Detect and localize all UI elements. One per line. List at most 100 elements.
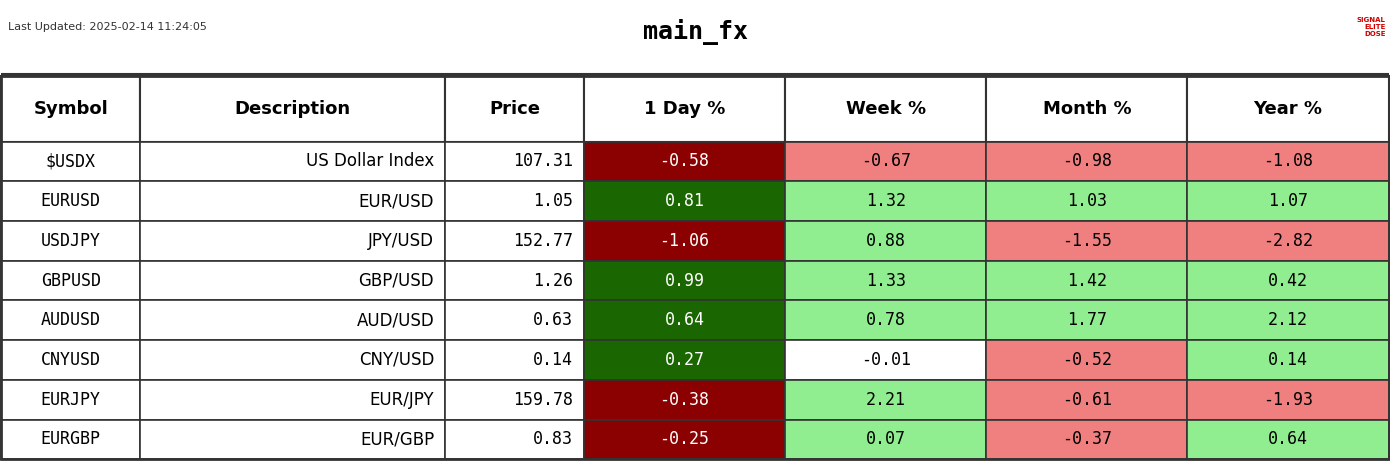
Text: GBP/USD: GBP/USD: [359, 272, 434, 290]
Text: 0.14: 0.14: [532, 351, 573, 369]
Text: Month %: Month %: [1042, 100, 1131, 118]
Text: 0.83: 0.83: [532, 431, 573, 448]
Bar: [785, 141, 987, 181]
Bar: [584, 141, 785, 181]
Text: -1.55: -1.55: [1062, 232, 1112, 250]
Bar: [785, 340, 987, 380]
Text: AUDUSD: AUDUSD: [40, 311, 100, 329]
Bar: [987, 300, 1187, 340]
Bar: [140, 76, 445, 141]
Text: USDJPY: USDJPY: [40, 232, 100, 250]
Text: 0.99: 0.99: [664, 272, 705, 290]
Bar: [1, 221, 140, 261]
Text: -0.98: -0.98: [1062, 152, 1112, 171]
Text: -0.58: -0.58: [660, 152, 710, 171]
Text: 1.03: 1.03: [1068, 192, 1106, 210]
Bar: [584, 340, 785, 380]
Bar: [1, 420, 140, 459]
Bar: [140, 300, 445, 340]
Text: -1.93: -1.93: [1264, 391, 1314, 409]
Text: 1.42: 1.42: [1068, 272, 1106, 290]
Text: EUR/USD: EUR/USD: [359, 192, 434, 210]
Bar: [445, 380, 584, 420]
Text: -0.25: -0.25: [660, 431, 710, 448]
Text: -0.52: -0.52: [1062, 351, 1112, 369]
Bar: [140, 221, 445, 261]
Bar: [140, 261, 445, 300]
Bar: [1187, 380, 1389, 420]
Text: 1 Day %: 1 Day %: [644, 100, 726, 118]
Text: 1.26: 1.26: [532, 272, 573, 290]
Text: 1.77: 1.77: [1068, 311, 1106, 329]
Text: 0.64: 0.64: [664, 311, 705, 329]
Bar: [1, 300, 140, 340]
Bar: [987, 261, 1187, 300]
Text: EUR/JPY: EUR/JPY: [370, 391, 434, 409]
Text: 1.07: 1.07: [1268, 192, 1308, 210]
Bar: [1, 261, 140, 300]
Text: 0.42: 0.42: [1268, 272, 1308, 290]
Text: CNYUSD: CNYUSD: [40, 351, 100, 369]
Text: Symbol: Symbol: [33, 100, 108, 118]
Bar: [1, 76, 1389, 459]
Bar: [987, 380, 1187, 420]
Text: 0.64: 0.64: [1268, 431, 1308, 448]
Text: EURUSD: EURUSD: [40, 192, 100, 210]
Bar: [785, 300, 987, 340]
Bar: [1, 141, 140, 181]
Bar: [987, 76, 1187, 141]
Text: main_fx: main_fx: [642, 19, 748, 45]
Bar: [445, 420, 584, 459]
Bar: [445, 76, 584, 141]
Text: SIGNAL
ELITE
DOSE: SIGNAL ELITE DOSE: [1357, 17, 1386, 37]
Bar: [1187, 300, 1389, 340]
Bar: [584, 420, 785, 459]
Bar: [1187, 420, 1389, 459]
Bar: [140, 340, 445, 380]
Bar: [785, 76, 987, 141]
Text: US Dollar Index: US Dollar Index: [306, 152, 434, 171]
Bar: [1, 380, 140, 420]
Bar: [1187, 261, 1389, 300]
Text: 0.63: 0.63: [532, 311, 573, 329]
Text: 2.21: 2.21: [866, 391, 906, 409]
Text: Price: Price: [489, 100, 541, 118]
Bar: [987, 221, 1187, 261]
Bar: [140, 380, 445, 420]
Text: 0.81: 0.81: [664, 192, 705, 210]
Text: Last Updated: 2025-02-14 11:24:05: Last Updated: 2025-02-14 11:24:05: [8, 22, 207, 32]
Bar: [987, 420, 1187, 459]
Text: 1.05: 1.05: [532, 192, 573, 210]
Text: CNY/USD: CNY/USD: [359, 351, 434, 369]
Bar: [785, 221, 987, 261]
Bar: [1, 76, 140, 141]
Bar: [987, 141, 1187, 181]
Text: -1.08: -1.08: [1264, 152, 1314, 171]
Bar: [1187, 181, 1389, 221]
Bar: [445, 300, 584, 340]
Text: EURGBP: EURGBP: [40, 431, 100, 448]
Text: 0.07: 0.07: [866, 431, 906, 448]
Bar: [445, 261, 584, 300]
Bar: [1187, 221, 1389, 261]
Bar: [584, 76, 785, 141]
Bar: [785, 380, 987, 420]
Bar: [584, 261, 785, 300]
Bar: [445, 181, 584, 221]
Bar: [445, 141, 584, 181]
Text: -0.37: -0.37: [1062, 431, 1112, 448]
Text: GBPUSD: GBPUSD: [40, 272, 100, 290]
Bar: [140, 420, 445, 459]
Text: 0.78: 0.78: [866, 311, 906, 329]
Text: -0.01: -0.01: [860, 351, 910, 369]
Bar: [785, 420, 987, 459]
Text: -0.38: -0.38: [660, 391, 710, 409]
Text: -0.61: -0.61: [1062, 391, 1112, 409]
Text: EUR/GBP: EUR/GBP: [360, 431, 434, 448]
Bar: [785, 181, 987, 221]
Text: 107.31: 107.31: [513, 152, 573, 171]
Bar: [1, 340, 140, 380]
Text: Description: Description: [235, 100, 350, 118]
Bar: [1187, 76, 1389, 141]
Bar: [584, 221, 785, 261]
